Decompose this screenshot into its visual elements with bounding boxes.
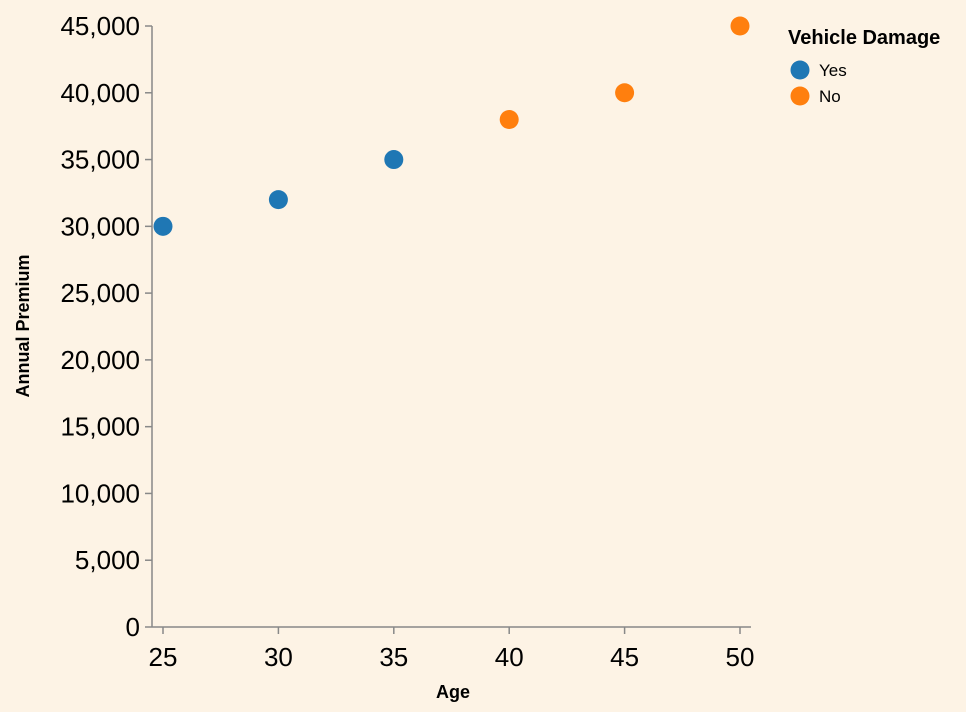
x-tick-label: 25 — [149, 642, 178, 672]
y-tick-label: 45,000 — [60, 11, 140, 41]
data-point-no — [615, 83, 635, 103]
y-tick-label: 40,000 — [60, 78, 140, 108]
legend-swatch-no — [790, 86, 810, 106]
x-tick-label: 40 — [495, 642, 524, 672]
legend-entry-yes: Yes — [790, 60, 847, 80]
y-tick-label: 10,000 — [60, 478, 140, 508]
y-tick-label: 15,000 — [60, 412, 140, 442]
y-tick-label: 5,000 — [75, 545, 140, 575]
x-axis-title: Age — [436, 682, 470, 702]
legend-label-yes: Yes — [819, 61, 847, 80]
x-tick-label: 30 — [264, 642, 293, 672]
x-tick-label: 35 — [379, 642, 408, 672]
y-axis-title: Annual Premium — [13, 254, 33, 397]
legend-title: Vehicle Damage — [788, 27, 940, 49]
y-tick-label: 35,000 — [60, 145, 140, 175]
legend: Vehicle Damage Yes No — [788, 27, 940, 106]
data-point-no — [730, 16, 750, 36]
plot-axes — [151, 26, 751, 628]
data-point-yes — [268, 190, 288, 210]
y-tick-label: 20,000 — [60, 345, 140, 375]
data-point-yes — [384, 150, 404, 170]
legend-label-no: No — [819, 87, 841, 106]
legend-swatch-yes — [790, 60, 810, 80]
legend-entry-no: No — [790, 86, 841, 106]
data-points — [153, 16, 750, 236]
x-axis-ticks: 25 30 35 40 45 50 — [149, 627, 755, 672]
y-tick-label: 0 — [126, 612, 140, 642]
data-point-yes — [153, 216, 173, 236]
x-tick-label: 45 — [610, 642, 639, 672]
data-point-no — [499, 109, 519, 129]
x-tick-label: 50 — [726, 642, 755, 672]
y-tick-label: 25,000 — [60, 278, 140, 308]
y-axis-ticks: 0 5,000 10,000 15,000 20,000 25,000 30,000 35,0… — [60, 11, 152, 642]
y-tick-label: 30,000 — [60, 211, 140, 241]
